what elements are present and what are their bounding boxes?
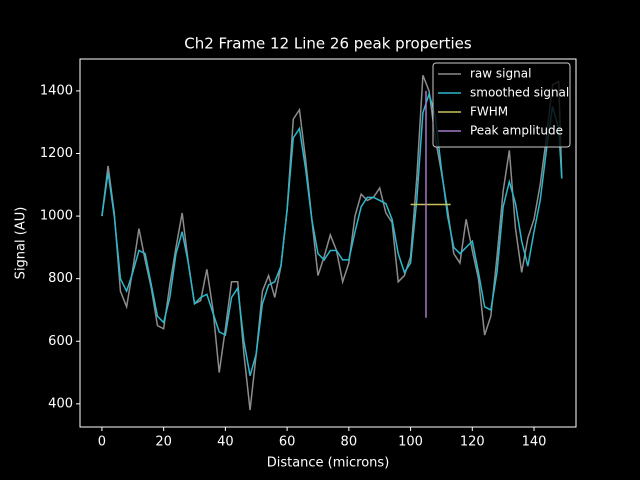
y-tick-label: 1000 — [40, 209, 73, 224]
y-tick-label: 800 — [48, 271, 73, 286]
y-tick-label: 1200 — [40, 146, 73, 161]
x-axis-label: Distance (microns) — [267, 456, 390, 471]
chart-title: Ch2 Frame 12 Line 26 peak properties — [184, 35, 472, 53]
x-tick-label: 100 — [398, 435, 423, 450]
y-tick-label: 600 — [48, 334, 73, 349]
y-axis-label: Signal (AU) — [14, 207, 29, 280]
y-tick-label: 1400 — [40, 83, 73, 98]
legend-label: raw signal — [470, 67, 531, 81]
legend-label: FWHM — [470, 105, 508, 119]
x-tick-label: 0 — [98, 435, 106, 450]
legend: raw signal smoothed signal FWHM Peak amplit… — [432, 62, 571, 148]
series-line — [101, 74, 563, 411]
series-line — [101, 91, 563, 376]
x-tick-label: 60 — [279, 435, 296, 450]
x-tick-label: 80 — [341, 435, 358, 450]
x-tick-label: 40 — [217, 435, 234, 450]
plot-frame — [79, 58, 577, 428]
legend-label: smoothed signal — [470, 86, 569, 100]
y-tick-label: 400 — [48, 396, 73, 411]
legend-label: Peak amplitude — [470, 124, 563, 138]
x-tick-label: 140 — [522, 435, 547, 450]
x-tick-label: 120 — [460, 435, 485, 450]
legend-box — [432, 62, 571, 148]
x-tick-label: 20 — [155, 435, 172, 450]
